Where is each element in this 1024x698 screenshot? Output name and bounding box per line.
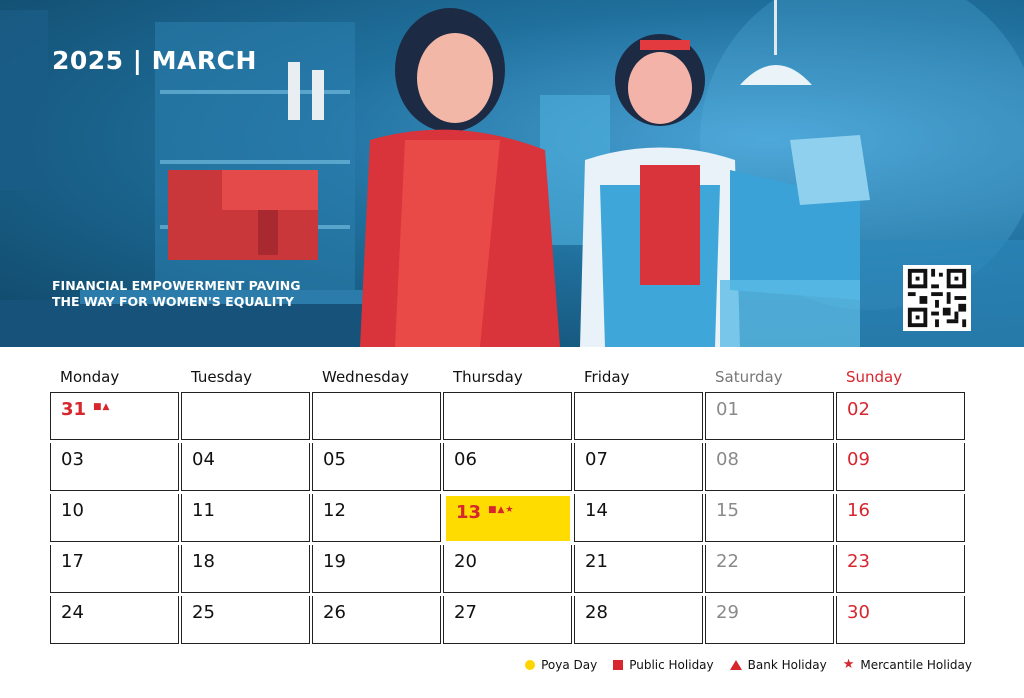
day-cell[interactable]: 26 [312,596,441,644]
date-number: 19 [323,551,346,572]
date-number: 30 [847,602,870,623]
day-cell[interactable]: 17 [50,545,179,593]
day-cell[interactable] [312,392,441,440]
day-header-monday: Monday [60,368,120,386]
legend-mercantile-holiday: ★ Mercantile Holiday [843,658,972,672]
tagline: FINANCIAL EMPOWERMENT PAVING THE WAY FOR… [52,278,352,310]
date-number: 06 [454,449,477,470]
legend-public-holiday: Public Holiday [613,658,714,672]
day-cell[interactable]: 27 [443,596,572,644]
hero-illustration: 2025 | MARCH FINANCIAL EMPOWERMENT PAVIN… [0,0,1024,347]
date-number: 29 [716,602,739,623]
legend-label: Public Holiday [629,658,714,672]
legend: Poya Day Public Holiday Bank Holiday ★ M… [525,658,972,672]
day-cell[interactable]: 08 [705,443,834,491]
tagline-line-1: FINANCIAL EMPOWERMENT PAVING [52,278,301,293]
date-number: 27 [454,602,477,623]
star-icon: ★ [842,657,855,672]
date-number: 17 [61,551,84,572]
day-cell[interactable]: 06 [443,443,572,491]
day-cell[interactable]: 13 ■▲★ [446,496,570,541]
day-cell[interactable]: 31 ■▲ [50,392,179,440]
legend-poya-day: Poya Day [525,658,597,672]
day-header-thursday: Thursday [453,368,523,386]
day-cell[interactable]: 02 [836,392,965,440]
day-cell[interactable]: 11 [181,494,310,542]
day-cell[interactable]: 12 [312,494,441,542]
date-number: 14 [585,500,608,521]
day-cell[interactable]: 21 [574,545,703,593]
page-title: 2025 | MARCH [52,46,257,75]
day-cell[interactable]: 23 [836,545,965,593]
date-number: 13 [456,502,482,523]
date-number: 22 [716,551,739,572]
day-cell[interactable]: 10 [50,494,179,542]
holiday-marks: ■▲ [93,402,111,412]
day-cell[interactable]: 22 [705,545,834,593]
date-number: 21 [585,551,608,572]
date-number: 18 [192,551,215,572]
date-number: 08 [716,449,739,470]
workshop-illustration [0,0,1024,347]
day-cell[interactable]: 24 [50,596,179,644]
day-cell[interactable]: 25 [181,596,310,644]
date-number: 25 [192,602,215,623]
day-cell[interactable] [443,392,572,440]
legend-bank-holiday: Bank Holiday [729,658,827,672]
date-number: 07 [585,449,608,470]
date-number: 05 [323,449,346,470]
day-header-wednesday: Wednesday [322,368,409,386]
date-number: 03 [61,449,84,470]
legend-label: Poya Day [541,658,598,672]
day-cell[interactable] [181,392,310,440]
day-cell[interactable]: 19 [312,545,441,593]
holiday-marks: ■▲★ [488,505,515,515]
day-cell[interactable]: 03 [50,443,179,491]
date-number: 23 [847,551,870,572]
date-number: 01 [716,399,739,420]
day-header-friday: Friday [584,368,630,386]
circle-icon [525,660,536,670]
date-number: 04 [192,449,215,470]
day-cell[interactable]: 14 [574,494,703,542]
date-number: 02 [847,399,870,420]
day-cell[interactable] [574,392,703,440]
day-cell[interactable]: 28 [574,596,703,644]
day-cell[interactable]: 18 [181,545,310,593]
day-cell[interactable]: 16 [836,494,965,542]
date-number: 11 [192,500,215,521]
qr-code-icon[interactable] [903,265,971,331]
day-cell[interactable]: 05 [312,443,441,491]
date-number: 28 [585,602,608,623]
date-number: 10 [61,500,84,521]
day-cell[interactable]: 01 [705,392,834,440]
date-number: 09 [847,449,870,470]
day-header-saturday: Saturday [715,368,783,386]
legend-label: Mercantile Holiday [860,658,972,672]
tagline-line-2: THE WAY FOR WOMEN'S EQUALITY [52,294,294,309]
day-cell[interactable]: 04 [181,443,310,491]
day-header-tuesday: Tuesday [191,368,253,386]
date-number: 20 [454,551,477,572]
date-number: 31 [61,399,87,420]
date-number: 24 [61,602,84,623]
triangle-icon [729,660,742,670]
day-cell[interactable]: 07 [574,443,703,491]
day-cell[interactable]: 30 [836,596,965,644]
square-icon [613,660,624,670]
day-cell[interactable]: 29 [705,596,834,644]
day-cell[interactable]: 20 [443,545,572,593]
date-number: 16 [847,500,870,521]
date-number: 12 [323,500,346,521]
day-cell[interactable]: 15 [705,494,834,542]
day-header-sunday: Sunday [846,368,903,386]
day-cell[interactable]: 09 [836,443,965,491]
date-number: 15 [716,500,739,521]
legend-label: Bank Holiday [747,658,827,672]
date-number: 26 [323,602,346,623]
